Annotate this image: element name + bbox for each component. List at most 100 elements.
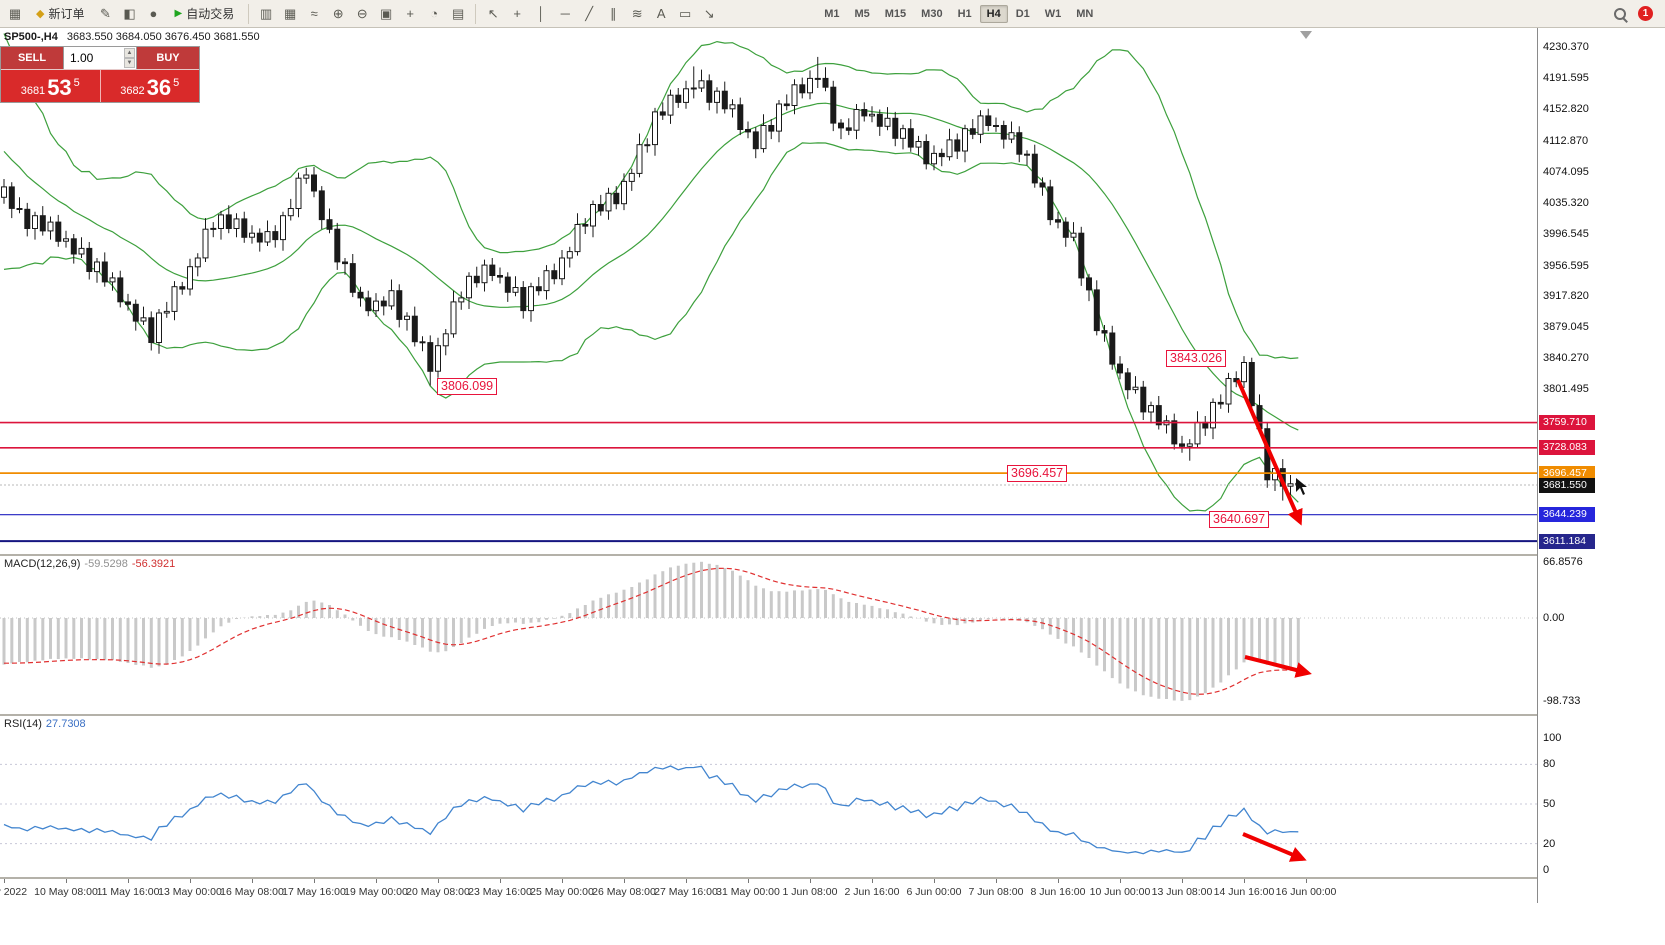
- volume-up-button[interactable]: ▲: [124, 48, 135, 58]
- new-order-button[interactable]: ◆ 新订单: [28, 3, 92, 25]
- rsi-axis-label: 80: [1543, 758, 1556, 771]
- price-axis-label: 4191.595: [1543, 71, 1589, 84]
- sell-price-button[interactable]: 3681 53 5: [1, 70, 101, 102]
- bid-prefix: 3681: [20, 85, 46, 97]
- ask-big-digits: 36: [146, 75, 172, 100]
- time-axis-label: 20 May 08:00: [406, 886, 470, 898]
- rsi-canvas[interactable]: [0, 716, 1537, 877]
- tile-windows-icon[interactable]: ▣: [380, 5, 393, 21]
- ask-prefix: 3682: [120, 85, 145, 97]
- profiles-icon[interactable]: ◧: [123, 5, 136, 21]
- market-watch-icon[interactable]: ●: [149, 6, 158, 21]
- candlestick-chart-icon[interactable]: ▦: [284, 5, 297, 21]
- price-axis-label: 4074.095: [1543, 165, 1589, 178]
- timeframe-h1[interactable]: H1: [957, 7, 972, 20]
- price-chart-canvas[interactable]: [0, 28, 1537, 554]
- volume-down-button[interactable]: ▼: [124, 58, 135, 68]
- mouse-cursor: [1296, 478, 1307, 495]
- time-axis-label: 17 May 16:00: [282, 886, 346, 898]
- new-order-label: 新订单: [48, 7, 85, 21]
- price-axis-label: 3956.595: [1543, 259, 1589, 272]
- metaeditor-icon[interactable]: ✎: [100, 5, 111, 21]
- price-level-label: 3681.550: [1539, 477, 1595, 493]
- price-callout[interactable]: 3640.697: [1209, 511, 1270, 528]
- price-level-label: 3728.083: [1539, 440, 1595, 456]
- timeframe-m5[interactable]: M5: [854, 7, 870, 20]
- period-icon[interactable]: ◔: [430, 6, 439, 21]
- time-axis-label: 19 May 00:00: [344, 886, 408, 898]
- vertical-line-icon[interactable]: │: [537, 6, 546, 21]
- volume-input[interactable]: [64, 47, 136, 69]
- cursor-icon[interactable]: ↖: [487, 5, 499, 21]
- toolbar-separator: [248, 3, 250, 24]
- buy-price-button[interactable]: 3682 36 5: [100, 70, 199, 102]
- time-axis-label: 16 Jun 00:00: [1275, 886, 1337, 898]
- terminal-chart-icon[interactable]: ▦: [8, 5, 22, 21]
- label-icon[interactable]: ▭: [679, 5, 692, 21]
- channel-icon[interactable]: ∥: [609, 5, 617, 21]
- timeframe-d1[interactable]: D1: [1015, 7, 1030, 20]
- time-axis-label: 26 May 08:00: [592, 886, 656, 898]
- zoom-out-icon[interactable]: ⊖: [356, 5, 368, 21]
- arrows-tool-icon[interactable]: ↘: [703, 5, 715, 21]
- chart-shift-marker[interactable]: [1300, 31, 1312, 39]
- time-axis-label: 11 May 16:00: [96, 886, 160, 898]
- fibonacci-icon[interactable]: ≋: [631, 5, 643, 21]
- zoom-in-icon[interactable]: ⊕: [332, 5, 344, 21]
- macd-canvas[interactable]: [0, 556, 1537, 714]
- search-icon[interactable]: [1612, 6, 1628, 22]
- panel-divider[interactable]: [0, 877, 1665, 879]
- macd-axis-label: -98.733: [1543, 694, 1581, 707]
- time-axis-label: 7 Jun 08:00: [968, 886, 1024, 898]
- auto-trading-label: 自动交易: [186, 7, 235, 21]
- line-chart-icon[interactable]: ≈: [310, 6, 318, 21]
- price-axis-label: 3996.545: [1543, 227, 1589, 240]
- timeframe-mn[interactable]: MN: [1076, 7, 1094, 20]
- main-toolbar: ▦ ◆ 新订单 ✎ ◧ ● ▶ 自动交易 ▥ ▦ ≈ ⊕ ⊖ ▣ + ◔ ▤ ↖ + │ ─ ╱ ∥ ≋ A ▭ ↘ …: [0, 0, 1665, 28]
- timeframe-m1[interactable]: M1: [824, 7, 840, 20]
- toolbar-separator: [475, 3, 477, 24]
- timeframe-w1[interactable]: W1: [1044, 7, 1062, 20]
- ohlc-values: 3683.550 3684.050 3676.450 3681.550: [66, 31, 260, 43]
- time-axis-label: 8 Jun 16:00: [1030, 886, 1086, 898]
- time-axis-label: 16 May 08:00: [220, 886, 284, 898]
- timeframe-m30[interactable]: M30: [921, 7, 943, 20]
- rsi-indicator-label: RSI(14) 27.7308: [4, 718, 86, 730]
- trend-arrow[interactable]: [1236, 379, 1303, 526]
- notification-badge[interactable]: 1: [1638, 6, 1653, 21]
- trendline-icon[interactable]: ╱: [585, 5, 594, 21]
- trend-arrow[interactable]: [1242, 832, 1307, 862]
- templates-icon[interactable]: ▤: [452, 5, 465, 21]
- horizontal-line-icon[interactable]: ─: [560, 6, 570, 21]
- panel-divider[interactable]: [0, 554, 1665, 556]
- trend-arrow[interactable]: [1244, 655, 1312, 678]
- time-axis-label: May 2022: [0, 886, 28, 898]
- text-icon[interactable]: A: [656, 6, 666, 21]
- price-axis-label: 3879.045: [1543, 321, 1589, 334]
- timeframe-h4[interactable]: H4: [979, 4, 1008, 23]
- price-axis-label: 3917.820: [1543, 290, 1589, 303]
- bar-chart-icon[interactable]: ▥: [260, 5, 273, 21]
- price-axis-label: 4152.820: [1543, 102, 1589, 115]
- macd-axis-label: 0.00: [1543, 612, 1565, 624]
- indicators-icon[interactable]: +: [406, 6, 414, 21]
- price-callout[interactable]: 3843.026: [1166, 350, 1227, 367]
- volume-field: ▲ ▼: [63, 47, 137, 69]
- auto-trading-button[interactable]: ▶ 自动交易: [166, 3, 242, 25]
- sell-button[interactable]: SELL: [1, 47, 63, 69]
- time-axis-label: 23 May 16:00: [468, 886, 532, 898]
- time-axis-label: 2 Jun 16:00: [844, 886, 900, 898]
- rsi-axis-label: 100: [1543, 732, 1562, 744]
- price-level-label: 3611.184: [1539, 533, 1595, 549]
- price-callout[interactable]: 3806.099: [437, 378, 498, 395]
- price-axis-label: 4230.370: [1543, 41, 1589, 53]
- panel-divider[interactable]: [0, 714, 1665, 716]
- crosshair-icon[interactable]: +: [513, 6, 521, 21]
- price-callout[interactable]: 3696.457: [1007, 465, 1068, 482]
- price-scale[interactable]: 4230.370 4191.595 4152.820 4112.870 4074.095…: [1537, 28, 1665, 903]
- buy-button[interactable]: BUY: [137, 47, 199, 69]
- timeframe-m15[interactable]: M15: [884, 7, 907, 20]
- time-axis-label: 13 Jun 08:00: [1151, 886, 1213, 898]
